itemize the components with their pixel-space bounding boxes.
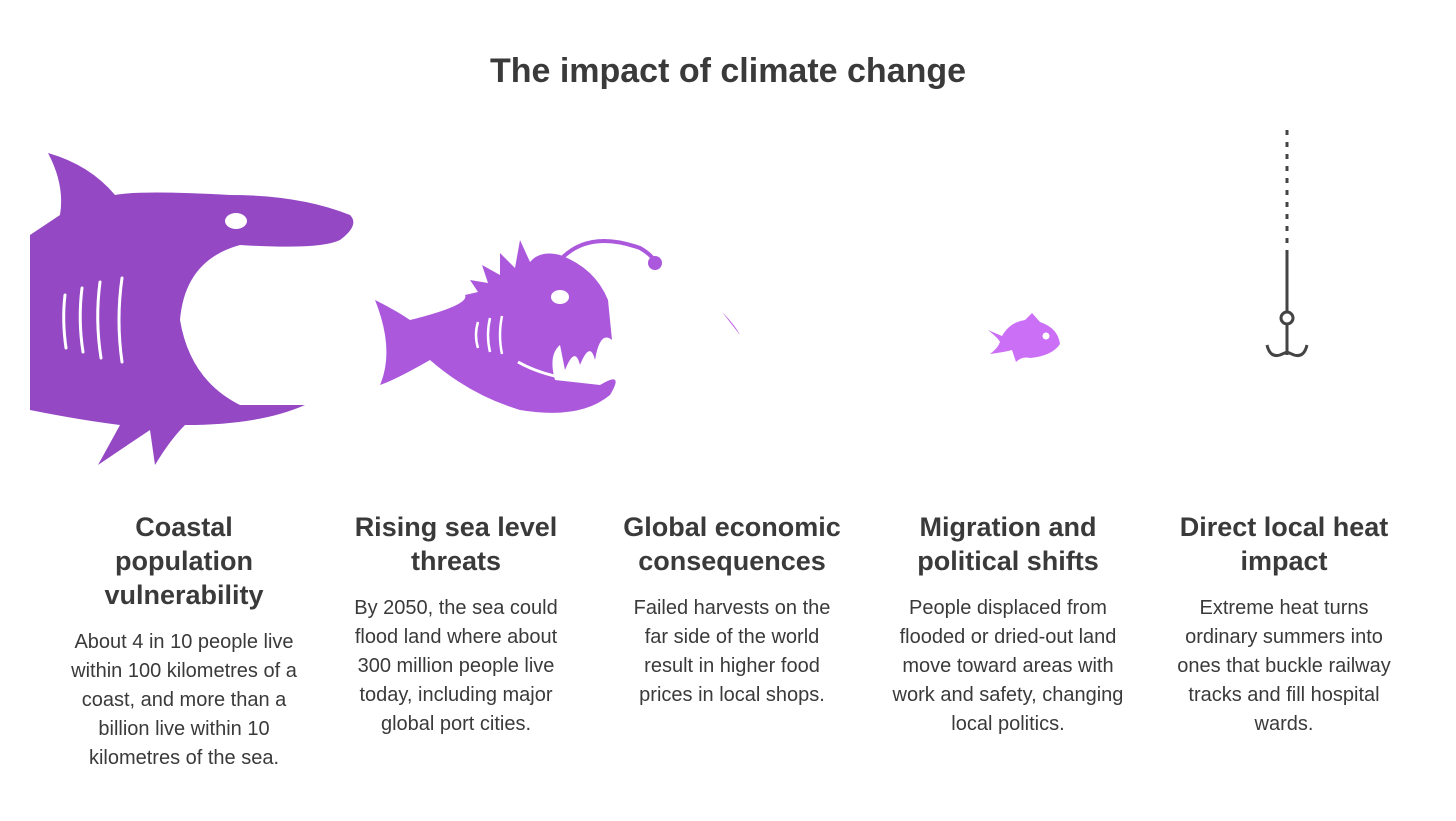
column: Coastal population vulnerability About 4 … <box>54 510 314 773</box>
heading: Migration and political shifts <box>917 512 1099 576</box>
illustration <box>30 130 1309 465</box>
description: Extreme heat turns ordinary summers into… <box>1177 597 1391 735</box>
small-fish <box>988 313 1060 362</box>
heading: Global economic consequences <box>623 512 841 576</box>
shark <box>30 153 354 465</box>
description: About 4 in 10 people live within 100 kil… <box>71 631 297 769</box>
fishing-hook <box>1265 130 1309 357</box>
heading: Coastal population vulnerability <box>104 512 264 610</box>
column: Global economic consequences Failed harve… <box>602 510 862 710</box>
heading: Direct local heat impact <box>1179 512 1389 576</box>
title: The impact of climate change <box>489 52 967 90</box>
column: Migration and political shifts People dis… <box>878 510 1138 739</box>
description: People displaced from flooded or dried-o… <box>892 597 1124 735</box>
heading: Rising sea level threats <box>354 512 558 576</box>
description: By 2050, the sea could flood land where … <box>354 597 558 735</box>
description: Failed harvests on the far side of the w… <box>633 597 831 706</box>
column: Direct local heat impact Extreme heat tur… <box>1154 510 1414 739</box>
piranha <box>722 312 850 359</box>
column: Rising sea level threats By 2050, the sea… <box>326 510 586 739</box>
anglerfish <box>375 238 662 413</box>
